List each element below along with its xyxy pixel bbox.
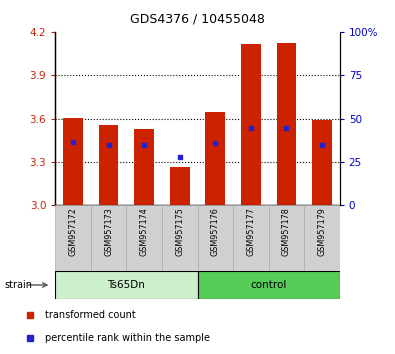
Bar [312,120,332,205]
Bar [91,205,126,271]
Bar [233,205,269,271]
Text: strain: strain [4,280,32,290]
Bar [205,112,225,205]
Text: GDS4376 / 10455048: GDS4376 / 10455048 [130,12,265,25]
Text: GSM957173: GSM957173 [104,207,113,256]
Text: GSM957176: GSM957176 [211,207,220,256]
Text: GSM957174: GSM957174 [140,207,149,256]
Bar [198,205,233,271]
Bar [99,125,118,205]
Bar [241,44,261,205]
Text: percentile rank within the sample: percentile rank within the sample [45,333,210,343]
Bar [304,205,340,271]
Text: GSM957177: GSM957177 [246,207,255,256]
Bar [134,129,154,205]
Bar [198,271,340,299]
Bar [55,205,91,271]
Text: GSM957172: GSM957172 [69,207,77,256]
Text: control: control [250,280,287,290]
Text: GSM957175: GSM957175 [175,207,184,256]
Text: GSM957179: GSM957179 [318,207,326,256]
Bar [276,44,296,205]
Bar [55,271,198,299]
Bar [126,205,162,271]
Text: GSM957178: GSM957178 [282,207,291,256]
Bar [269,205,304,271]
Bar [63,118,83,205]
Bar [162,205,198,271]
Text: transformed count: transformed count [45,310,135,320]
Bar [170,167,190,205]
Text: Ts65Dn: Ts65Dn [107,280,145,290]
